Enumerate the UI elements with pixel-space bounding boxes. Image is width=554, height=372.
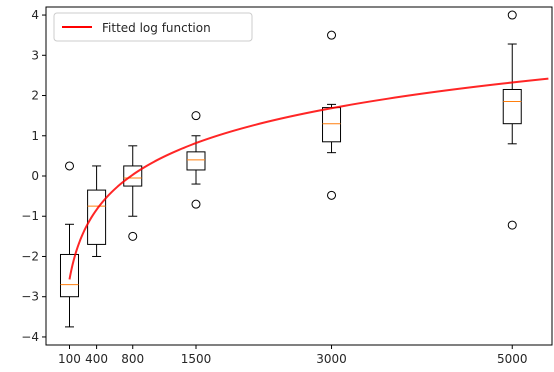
box-800 [123, 145, 143, 241]
y-tick-label: −4 [21, 330, 39, 344]
x-tick-label: 3000 [316, 352, 347, 366]
fit-line [68, 77, 549, 280]
legend-label-fitted-log-function: Fitted log function [102, 21, 211, 35]
box-iqr [502, 88, 522, 125]
box-iqr [59, 253, 79, 298]
box-iqr [322, 107, 342, 143]
y-tick-label: 0 [31, 169, 39, 183]
box-plots [59, 10, 522, 328]
outlier-point [64, 161, 74, 171]
outlier-point [327, 30, 337, 40]
outlier-point [507, 10, 517, 20]
y-tick-label: 3 [31, 48, 39, 62]
box-iqr [186, 151, 206, 171]
x-tick-label: 1500 [181, 352, 212, 366]
y-tick-label: −1 [21, 209, 39, 223]
outlier-point [191, 111, 201, 121]
outlier-point [507, 220, 517, 230]
box-iqr [123, 165, 143, 187]
y-tick-label: 1 [31, 129, 39, 143]
box-400 [87, 165, 107, 257]
y-tick-label: −3 [21, 290, 39, 304]
box-3000 [322, 30, 342, 200]
y-axis: −4 −3 −2 −1 0 1 2 3 4 [21, 8, 46, 344]
x-axis: 100 400 800 1500 3000 5000 [58, 345, 528, 366]
y-tick-label: 4 [31, 8, 39, 22]
y-tick-label: 2 [31, 89, 39, 103]
axes-frame [45, 6, 553, 346]
outlier-point [191, 199, 201, 209]
box-1500 [186, 111, 206, 209]
legend: Fitted log function [53, 12, 253, 42]
box-100 [59, 161, 79, 328]
y-tick-label: −2 [21, 249, 39, 263]
x-tick-label: 400 [85, 352, 108, 366]
x-tick-label: 100 [58, 352, 81, 366]
outlier-point [128, 231, 138, 241]
x-tick-label: 800 [121, 352, 144, 366]
box-iqr [87, 189, 107, 245]
outlier-point [327, 190, 337, 200]
legend-box [53, 12, 253, 42]
x-tick-label: 5000 [497, 352, 528, 366]
box-5000 [502, 10, 522, 230]
